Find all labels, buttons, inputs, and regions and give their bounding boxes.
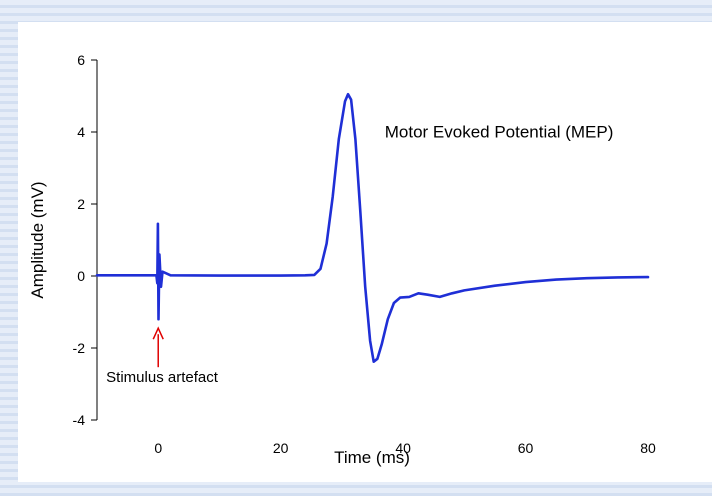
x-tick-label: 60 <box>518 440 534 456</box>
y-axis-ticks: -4 -2 0 2 4 6 <box>73 52 97 428</box>
x-tick-label: 0 <box>154 440 162 456</box>
left-stripe-band <box>0 0 18 496</box>
mep-annotation: Motor Evoked Potential (MEP) <box>385 122 614 141</box>
annotations: Motor Evoked Potential (MEP) Stimulus art… <box>106 122 613 386</box>
y-tick-label: 4 <box>77 124 85 140</box>
axes: -4 -2 0 2 4 6 0 20 40 60 80 <box>73 52 656 456</box>
stimulus-arrow-head <box>152 326 164 340</box>
y-tick-label: -4 <box>73 412 86 428</box>
stimulus-artefact-label: Stimulus artefact <box>106 369 219 386</box>
y-tick-label: 2 <box>77 196 85 212</box>
x-tick-label: 80 <box>640 440 656 456</box>
y-axis-title: Amplitude (mV) <box>28 181 47 298</box>
series-layer <box>95 92 650 363</box>
x-tick-label: 40 <box>395 440 411 456</box>
y-tick-label: -2 <box>73 340 86 356</box>
x-axis-ticks: 0 20 40 60 80 <box>154 440 656 456</box>
bottom-stripe-band <box>0 482 712 496</box>
y-tick-label: 6 <box>77 52 85 68</box>
x-axis-title: Time (ms) <box>334 448 410 467</box>
top-stripe-band <box>0 0 712 22</box>
mep-trace-line <box>95 92 650 363</box>
x-tick-label: 20 <box>273 440 289 456</box>
y-tick-label: 0 <box>77 268 85 284</box>
